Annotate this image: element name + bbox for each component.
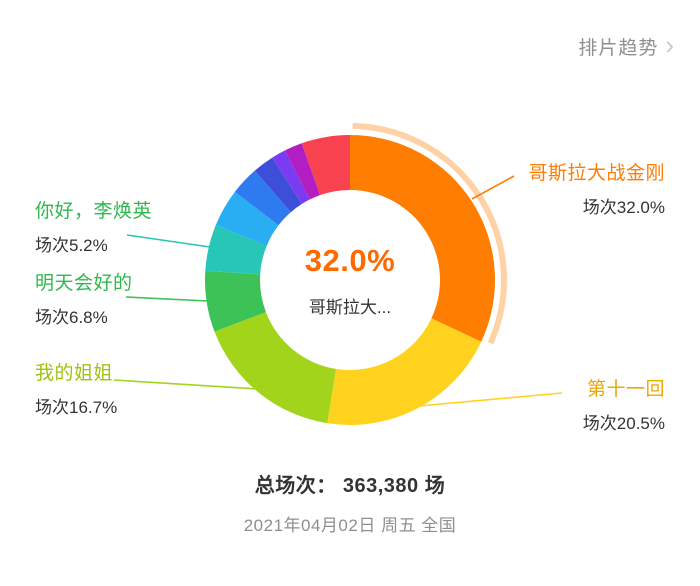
callout-title: 哥斯拉大战金刚 xyxy=(528,163,665,184)
callout-tomorrow[interactable]: 明天会好的 场次6.8% xyxy=(35,268,133,328)
donut-segment-7[interactable] xyxy=(254,157,302,213)
callout-godzilla[interactable]: 哥斯拉大战金刚 场次32.0% xyxy=(528,158,665,218)
selected-segment-halo xyxy=(352,123,507,345)
donut-segment-8[interactable] xyxy=(272,150,310,205)
donut-segment-1[interactable] xyxy=(327,318,482,425)
callout-title: 我的姐姐 xyxy=(35,363,114,384)
donut-segment-5[interactable] xyxy=(215,191,279,246)
total-sessions: 总场次： 363,380 场 xyxy=(254,475,446,497)
callout-detail: 场次32.0% xyxy=(582,198,665,217)
donut-segment-6[interactable] xyxy=(234,170,291,226)
trend-link[interactable]: 排片趋势 › xyxy=(578,29,674,60)
leader-line-hi-mom xyxy=(126,234,211,248)
leader-line-eleventh xyxy=(418,392,563,407)
donut-segment-9[interactable] xyxy=(284,143,321,200)
callout-title: 明天会好的 xyxy=(35,273,133,294)
callout-hi-mom[interactable]: 你好，李焕英 场次5.2% xyxy=(35,196,152,256)
donut-segment-4[interactable] xyxy=(205,224,267,275)
leader-line-godzilla xyxy=(471,175,515,200)
donut-segment-3[interactable] xyxy=(205,270,266,332)
callout-detail: 场次6.8% xyxy=(35,308,108,327)
callout-sister[interactable]: 我的姐姐 场次16.7% xyxy=(35,358,117,418)
callout-detail: 场次20.5% xyxy=(582,414,665,433)
trend-title: 排片趋势 xyxy=(578,38,659,59)
callout-title: 第十一回 xyxy=(586,379,665,400)
date-scope: 2021年04月02日 周五 全国 xyxy=(243,516,457,535)
donut-segment-2[interactable] xyxy=(214,312,336,424)
chevron-right-icon: › xyxy=(665,29,674,60)
callout-detail: 场次5.2% xyxy=(35,236,108,255)
callout-detail: 场次16.7% xyxy=(35,398,118,417)
donut-segment-10[interactable] xyxy=(301,135,350,196)
callout-eleventh[interactable]: 第十一回 场次20.5% xyxy=(583,374,665,434)
leader-line-sister xyxy=(113,379,259,390)
donut-segment-0[interactable] xyxy=(350,135,496,342)
donut-segments xyxy=(205,123,507,425)
callout-title: 你好，李焕英 xyxy=(35,201,153,222)
leader-line-tomorrow xyxy=(125,296,209,302)
